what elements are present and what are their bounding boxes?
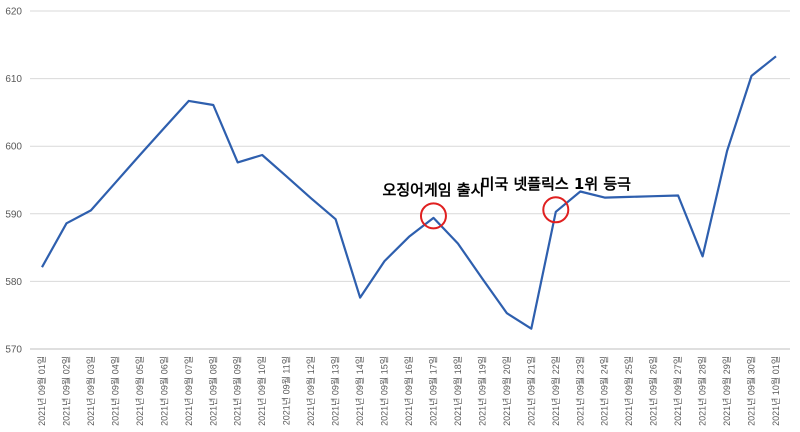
series-line: [41, 55, 777, 330]
x-tick-label: 2021년 09월 20일: [501, 356, 512, 426]
x-tick-label: 2021년 09월 21일: [525, 356, 536, 426]
x-tick-label: 2021년 09월 17일: [427, 356, 438, 426]
x-tick-label: 2021년 09월 13일: [330, 356, 341, 426]
x-tick-label: 2021년 09월 04일: [109, 356, 120, 426]
y-tick-label: 570: [5, 345, 22, 356]
y-tick-label: 610: [5, 74, 22, 85]
x-tick-label: 2021년 09월 11일: [281, 356, 292, 425]
x-tick-label: 2021년 09월 30일: [746, 356, 757, 426]
y-axis-ticks: 570 580 590 600 610 620: [5, 7, 22, 356]
x-tick-label: 2021년 09월 23일: [574, 356, 585, 426]
x-tick-label: 2021년 09월 08일: [207, 356, 218, 426]
x-tick-label: 2021년 09월 19일: [476, 356, 487, 426]
annotation-circle: [542, 196, 570, 224]
x-tick-label: 2021년 09월 29일: [721, 356, 732, 426]
y-tick-label: 620: [5, 7, 22, 18]
x-tick-label: 2021년 09월 06일: [158, 356, 169, 426]
x-tick-label: 2021년 09월 26일: [648, 356, 659, 426]
x-axis-ticks: 2021년 09월 01일 2021년 09월 02일 2021년 09월 03일 2…: [36, 356, 781, 426]
annotation-label: 미국 넷플릭스 1위 등극: [481, 175, 632, 193]
y-tick-label: 580: [5, 277, 22, 288]
x-tick-label: 2021년 09월 15일: [379, 356, 390, 426]
x-tick-label: 2021년 09월 02일: [60, 356, 71, 426]
x-tick-label: 2021년 09월 14일: [354, 356, 365, 426]
x-tick-label: 2021년 09월 12일: [305, 356, 316, 426]
x-tick-label: 2021년 09월 01일: [36, 356, 47, 426]
x-tick-label: 2021년 10월 01일: [770, 356, 781, 426]
x-tick-label: 2021년 09월 10일: [256, 356, 267, 426]
gridlines: [30, 10, 790, 282]
x-tick-label: 2021년 09월 07일: [183, 356, 194, 426]
y-tick-label: 590: [5, 209, 22, 220]
x-tick-label: 2021년 09월 18일: [452, 356, 463, 426]
x-tick-label: 2021년 09월 25일: [623, 356, 634, 426]
annotation-label: 오징어게임 출시: [383, 181, 485, 199]
x-tick-label: 2021년 09월 03일: [85, 356, 96, 426]
x-tick-label: 2021년 09월 16일: [403, 356, 414, 426]
x-tick-label: 2021년 09월 05일: [134, 356, 145, 426]
x-tick-label: 2021년 09월 27일: [672, 356, 683, 426]
annotation-circle: [419, 202, 447, 230]
x-tick-label: 2021년 09월 22일: [550, 356, 561, 426]
x-tick-label: 2021년 09월 24일: [599, 356, 610, 426]
x-tick-label: 2021년 09월 09일: [232, 356, 243, 426]
y-tick-label: 600: [5, 142, 22, 153]
x-tick-label: 2021년 09월 28일: [697, 356, 708, 426]
